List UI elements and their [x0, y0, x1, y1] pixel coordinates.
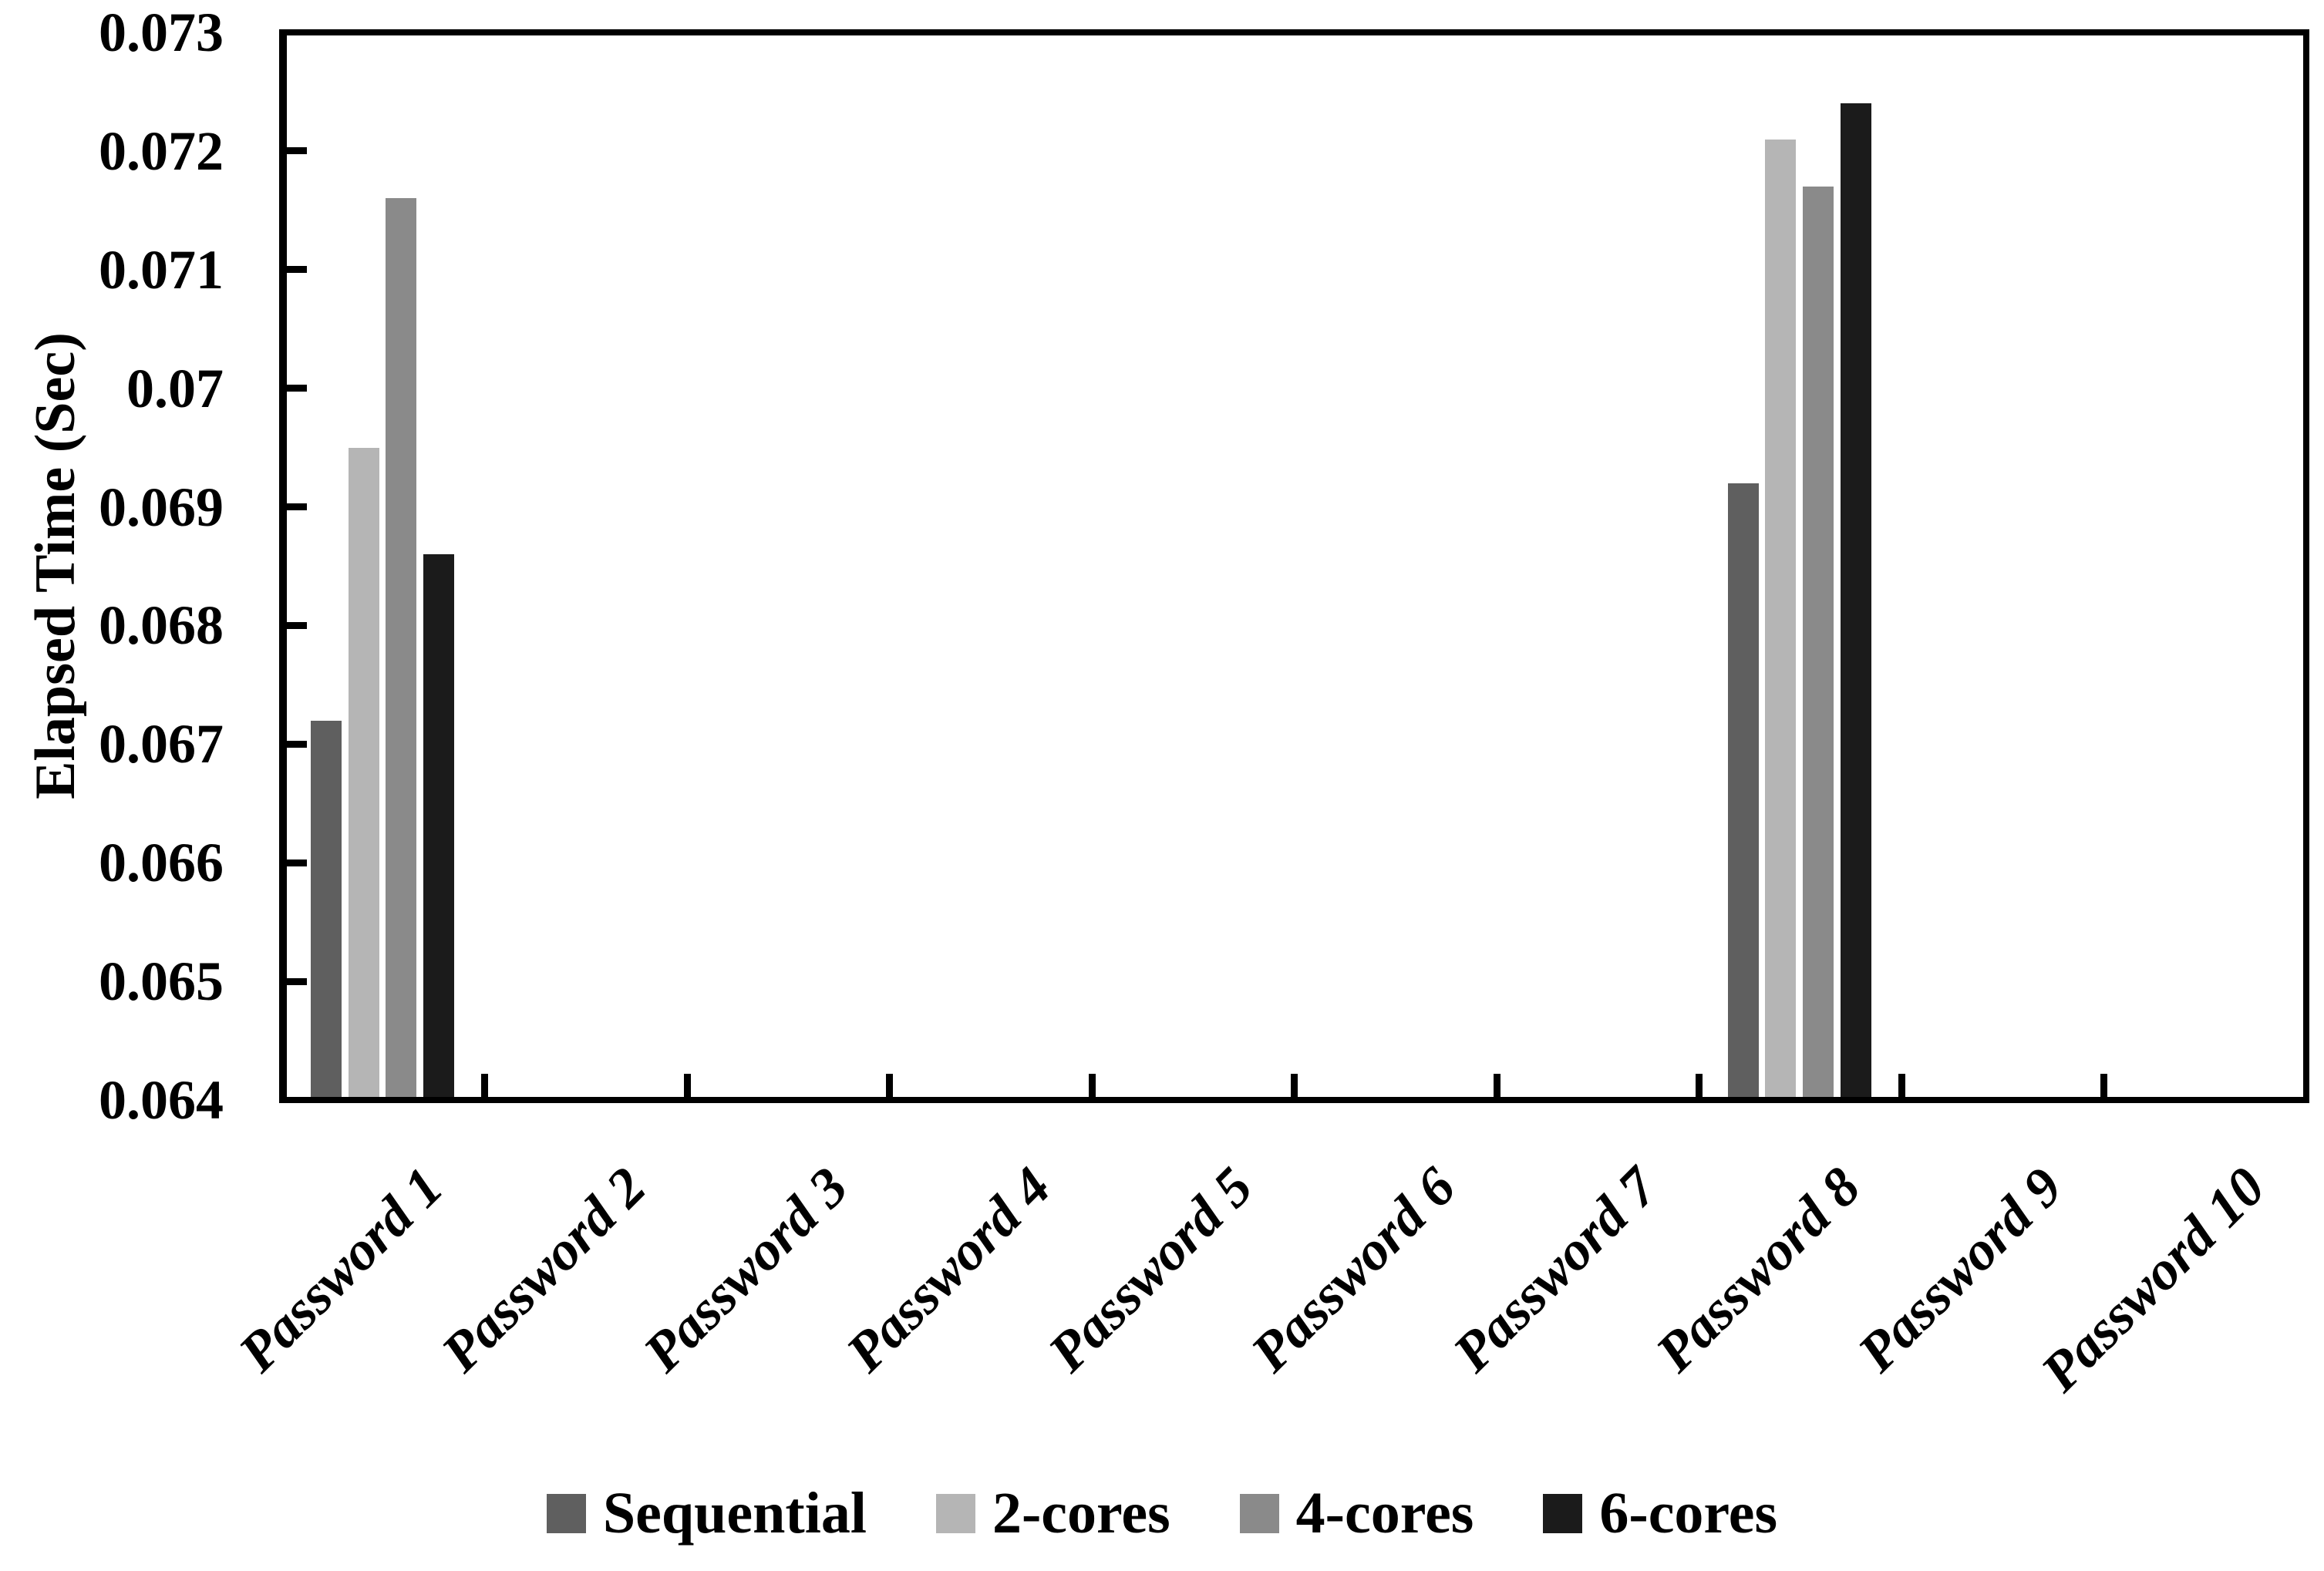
legend-swatch-icon [935, 1494, 975, 1534]
y-axis-tick [287, 859, 307, 866]
bar-sequential-password-8 [1727, 483, 1759, 1097]
y-tick-label: 0.066 [99, 832, 224, 894]
x-axis-tick [1493, 1074, 1500, 1097]
legend-item-sequential: Sequential [546, 1481, 867, 1546]
y-tick-label: 0.07 [126, 357, 224, 419]
x-axis-tick [1088, 1074, 1096, 1097]
legend-item-4-cores: 4-cores [1239, 1481, 1474, 1546]
bar-4-cores-password-1 [386, 198, 417, 1097]
bar-6-cores-password-1 [423, 554, 455, 1097]
y-axis-tick [287, 385, 307, 392]
x-axis-tick [1696, 1074, 1703, 1097]
legend-label: Sequential [602, 1481, 867, 1546]
y-axis-tick [287, 621, 307, 629]
bar-sequential-password-1 [311, 720, 342, 1097]
legend-swatch-icon [546, 1494, 586, 1534]
legend-item-6-cores: 6-cores [1543, 1481, 1778, 1546]
legend-label: 4-cores [1295, 1481, 1474, 1546]
bar-6-cores-password-8 [1840, 103, 1871, 1097]
legend-item-2-cores: 2-cores [935, 1481, 1170, 1546]
x-axis-tick [2100, 1074, 2107, 1097]
y-tick-label: 0.068 [99, 594, 224, 657]
y-axis-tick [287, 740, 307, 748]
x-axis-tick [481, 1074, 488, 1097]
y-tick-label: 0.065 [99, 950, 224, 1013]
y-tick-label: 0.072 [99, 119, 224, 182]
y-tick-label: 0.073 [99, 2, 224, 63]
x-axis-tick [886, 1074, 893, 1097]
y-tick-label: 0.067 [99, 713, 224, 775]
legend-label: 6-cores [1599, 1481, 1778, 1546]
x-axis-tick [683, 1074, 691, 1097]
y-axis-tick [287, 977, 307, 985]
y-axis-tick [287, 503, 307, 511]
y-axis-tick [287, 147, 307, 155]
bar-2-cores-password-8 [1765, 139, 1797, 1097]
legend-swatch-icon [1239, 1494, 1279, 1534]
x-axis-tick [1898, 1074, 1905, 1097]
y-axis-tick [287, 266, 307, 274]
y-tick-label: 0.064 [99, 1069, 224, 1131]
x-axis-tick [1291, 1074, 1298, 1097]
y-tick-label: 0.069 [99, 476, 224, 538]
legend: Sequential 2-cores 4-cores 6-cores [0, 1481, 2324, 1546]
y-tick-label: 0.071 [99, 238, 224, 301]
bar-2-cores-password-1 [348, 447, 379, 1097]
bar-4-cores-password-8 [1802, 187, 1834, 1097]
legend-swatch-icon [1543, 1494, 1583, 1534]
legend-label: 2-cores [992, 1481, 1170, 1546]
plot-area [279, 29, 2309, 1103]
